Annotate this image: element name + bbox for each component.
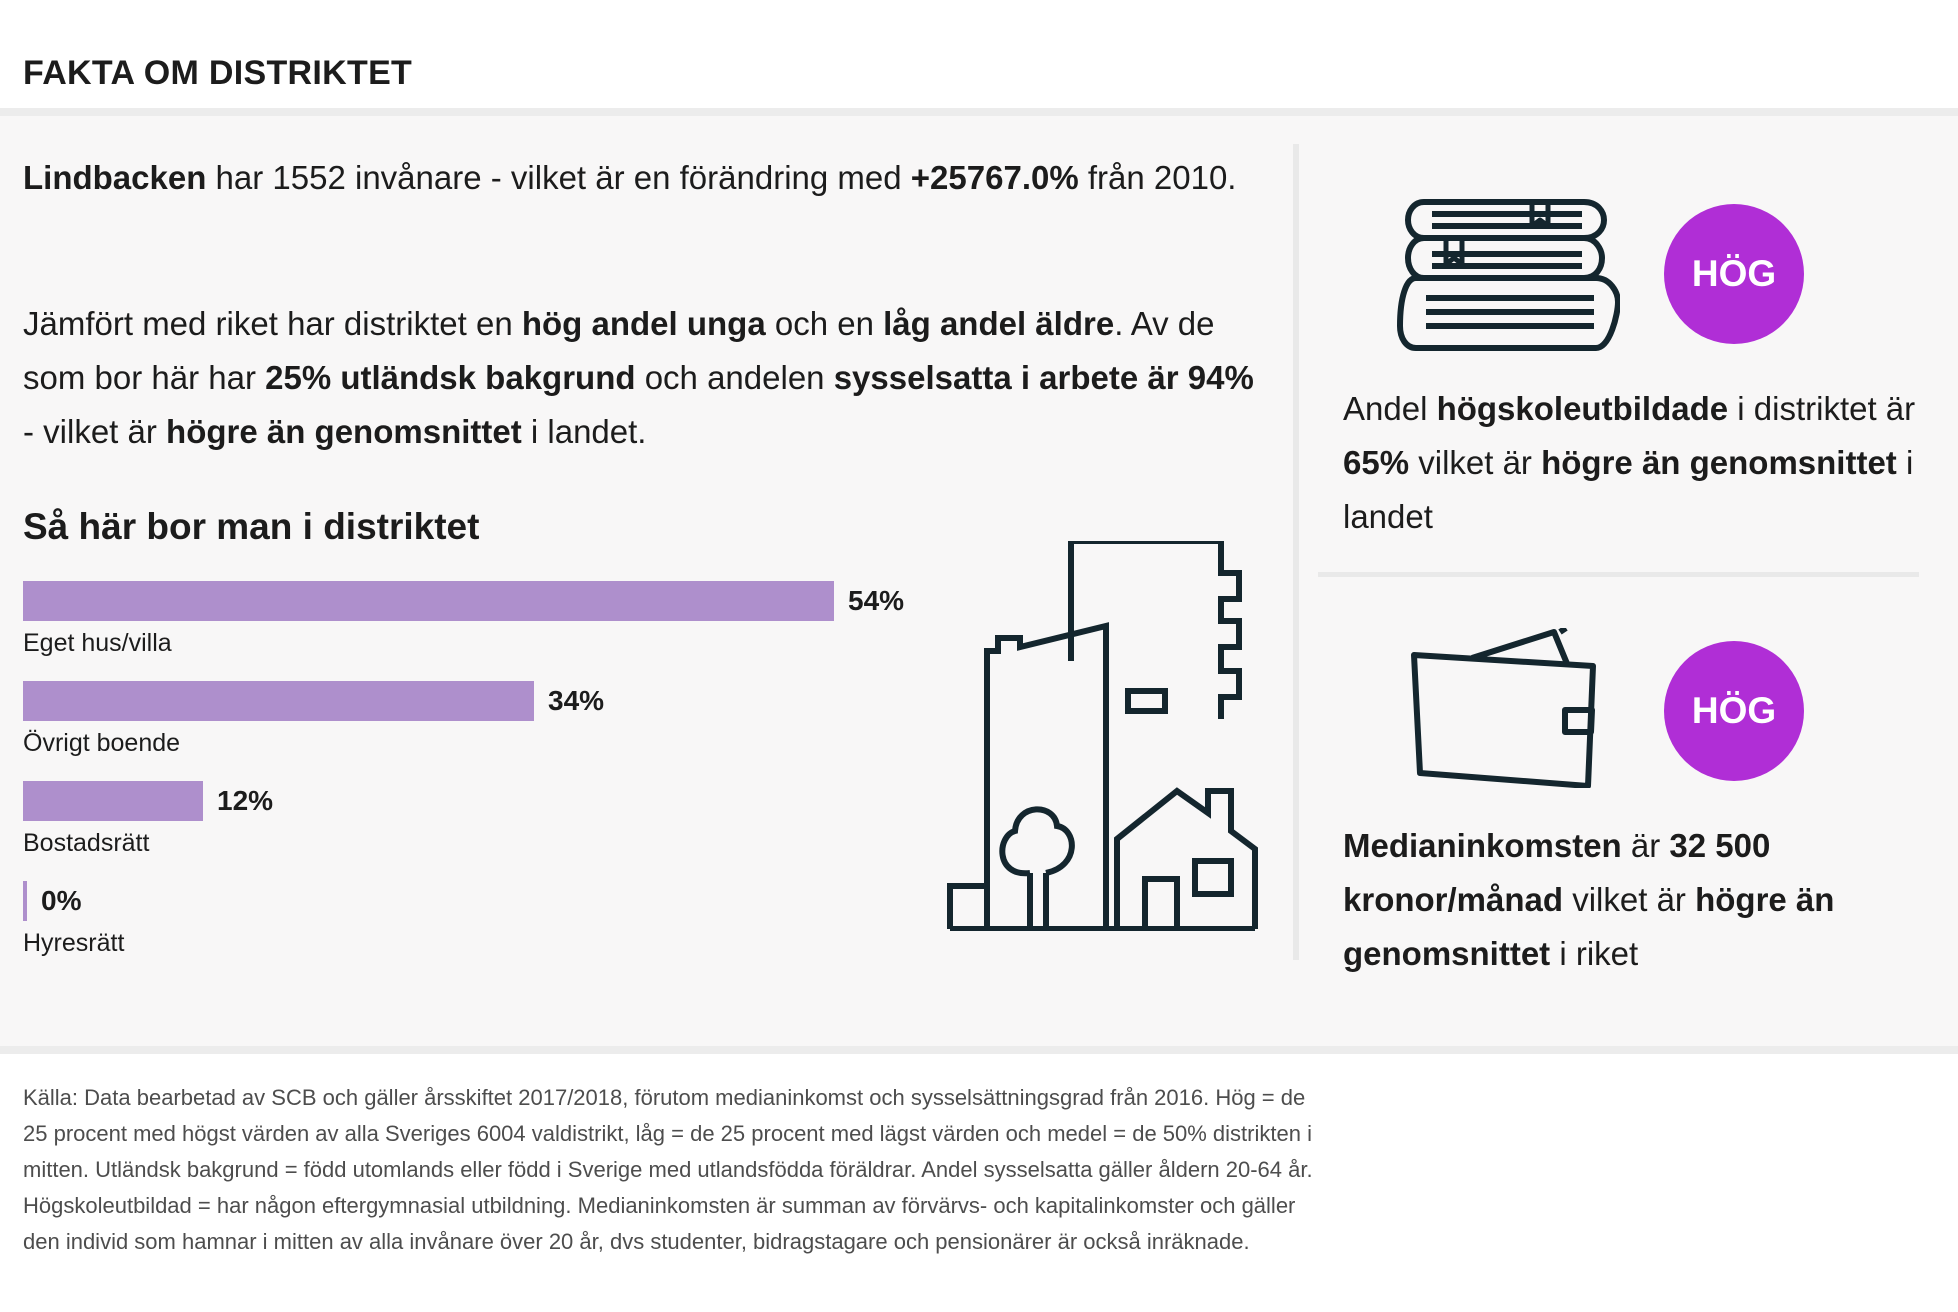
housing-bar-value: 0% xyxy=(41,885,82,916)
housing-title: Så här bor man i distriktet xyxy=(23,506,480,547)
source-note: Källa: Data bearbetad av SCB och gäller … xyxy=(23,1085,1313,1254)
demographics-summary: Jämfört med riket har distriktet en hög … xyxy=(23,305,1254,450)
housing-bar-label: Bostadsrätt xyxy=(23,829,150,857)
books-icon xyxy=(1396,198,1621,357)
population-summary: Lindbacken har 1552 invånare - vilket är… xyxy=(23,159,1237,196)
page-header: FAKTA OM DISTRIKTET xyxy=(0,0,1958,116)
housing-bar-row: 0% Hyresrätt xyxy=(23,881,923,971)
housing-bar-label: Eget hus/villa xyxy=(23,629,172,657)
housing-bar-label: Hyresrätt xyxy=(23,929,125,957)
housing-bar-row: 12% Bostadsrätt xyxy=(23,781,923,871)
housing-bar xyxy=(23,881,27,921)
income-text: Medianinkomsten är 32 500 kronor/månad v… xyxy=(1343,827,1835,972)
column-divider xyxy=(1293,144,1299,960)
income-badge: HÖG xyxy=(1664,641,1804,781)
district-name: Lindbacken xyxy=(23,159,207,196)
buildings-icon xyxy=(945,538,1270,936)
population-change: +25767.0% xyxy=(910,159,1079,196)
housing-bar xyxy=(23,681,534,721)
housing-bar-value: 12% xyxy=(217,785,274,816)
facts-panel: Lindbacken har 1552 invånare - vilket är… xyxy=(0,116,1958,1054)
page-title: FAKTA OM DISTRIKTET xyxy=(23,54,413,92)
housing-bar-value: 54% xyxy=(848,585,905,616)
housing-bar-row: 54% Eget hus/villa xyxy=(23,581,923,671)
housing-bar xyxy=(23,581,834,621)
housing-bar-value: 34% xyxy=(548,685,605,716)
housing-bar xyxy=(23,781,203,821)
housing-bar-label: Övrigt boende xyxy=(23,729,181,757)
wallet-icon xyxy=(1410,625,1600,793)
housing-bar-row: 34% Övrigt boende xyxy=(23,681,923,771)
stat-divider xyxy=(1318,572,1919,577)
education-badge: HÖG xyxy=(1664,204,1804,344)
education-text: Andel högskoleutbildade i distriktet är … xyxy=(1343,390,1916,535)
